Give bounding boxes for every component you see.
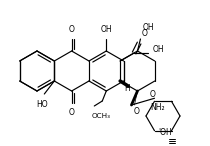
Text: OH: OH	[152, 46, 164, 54]
Text: O: O	[134, 107, 139, 116]
Text: H: H	[124, 84, 130, 93]
Text: O: O	[150, 90, 155, 99]
Text: 'OH: 'OH	[159, 128, 172, 137]
Text: O: O	[69, 108, 75, 117]
Text: O: O	[141, 29, 147, 38]
Text: OH: OH	[100, 25, 112, 34]
Text: OCH₃: OCH₃	[92, 113, 111, 119]
Text: O: O	[69, 25, 75, 34]
Text: HO: HO	[37, 100, 48, 109]
Text: NH₂: NH₂	[150, 103, 165, 112]
Text: OH: OH	[142, 23, 154, 32]
